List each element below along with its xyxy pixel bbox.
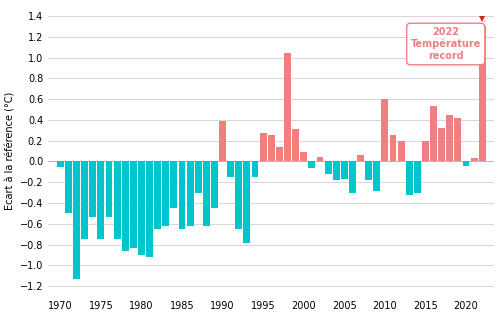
Bar	[357, 155, 364, 161]
Bar	[81, 161, 88, 239]
Bar	[73, 161, 80, 279]
Bar	[374, 161, 380, 191]
Bar	[57, 161, 64, 167]
Bar	[195, 161, 202, 193]
Bar	[138, 161, 145, 255]
Bar	[203, 161, 210, 226]
Bar	[114, 161, 120, 239]
Bar	[382, 99, 388, 161]
Bar	[292, 129, 299, 161]
Bar	[236, 161, 242, 229]
Bar	[211, 161, 218, 208]
Bar	[406, 161, 412, 195]
Bar	[300, 152, 307, 161]
Bar	[470, 158, 478, 161]
Bar	[454, 118, 462, 161]
Bar	[276, 147, 283, 161]
Bar	[398, 141, 404, 161]
Bar	[130, 161, 136, 248]
Bar	[308, 161, 316, 168]
Y-axis label: Ecart à la référence (°C): Ecart à la référence (°C)	[6, 92, 16, 210]
Bar	[414, 161, 421, 193]
Bar	[332, 161, 340, 180]
Bar	[178, 161, 186, 229]
Bar	[268, 135, 274, 161]
Bar	[446, 115, 454, 161]
Bar	[390, 135, 396, 161]
Bar	[438, 128, 445, 161]
Bar	[284, 53, 291, 161]
Bar	[430, 107, 437, 161]
Bar	[90, 161, 96, 217]
Bar	[316, 157, 324, 161]
Bar	[98, 161, 104, 239]
Bar	[186, 161, 194, 226]
Bar	[341, 161, 348, 179]
Bar	[106, 161, 112, 217]
Text: 2022
Température
record: 2022 Température record	[410, 21, 484, 61]
Bar	[122, 161, 128, 251]
Bar	[162, 161, 169, 226]
Bar	[349, 161, 356, 193]
Bar	[479, 26, 486, 161]
Bar	[146, 161, 153, 257]
Bar	[422, 141, 429, 161]
Bar	[170, 161, 177, 208]
Bar	[324, 161, 332, 174]
Bar	[260, 133, 266, 161]
Bar	[227, 161, 234, 177]
Bar	[65, 161, 72, 213]
Bar	[462, 161, 469, 165]
Bar	[219, 121, 226, 161]
Bar	[252, 161, 258, 177]
Bar	[244, 161, 250, 243]
Bar	[154, 161, 161, 229]
Bar	[365, 161, 372, 180]
